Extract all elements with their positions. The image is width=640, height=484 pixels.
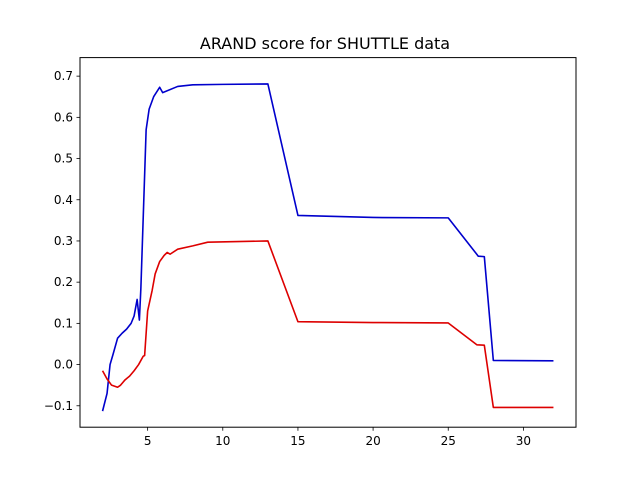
x-tick-label: 5 [144, 434, 152, 448]
series-line-1 [101, 83, 554, 412]
series-line-2 [101, 240, 554, 409]
y-tick-label: 0.4 [54, 193, 73, 207]
x-tick-label: 25 [441, 434, 456, 448]
y-tick-label: 0.7 [54, 69, 73, 83]
x-tick-label: 15 [290, 434, 305, 448]
x-tick-label: 20 [365, 434, 380, 448]
chart-title: ARAND score for SHUTTLE data [200, 34, 450, 53]
plot-area [79, 57, 577, 428]
x-tick-label: 10 [215, 434, 230, 448]
y-tick-label: 0.1 [54, 316, 73, 330]
y-tick-label: 0.3 [54, 234, 73, 248]
y-tick-label: 0.2 [54, 275, 73, 289]
y-tick-label: 0.5 [54, 152, 73, 166]
y-tick-label: 0.6 [54, 110, 73, 124]
x-tick-label: 30 [516, 434, 531, 448]
y-tick-label: −0.1 [44, 399, 73, 413]
y-tick-label: 0.0 [54, 358, 73, 372]
